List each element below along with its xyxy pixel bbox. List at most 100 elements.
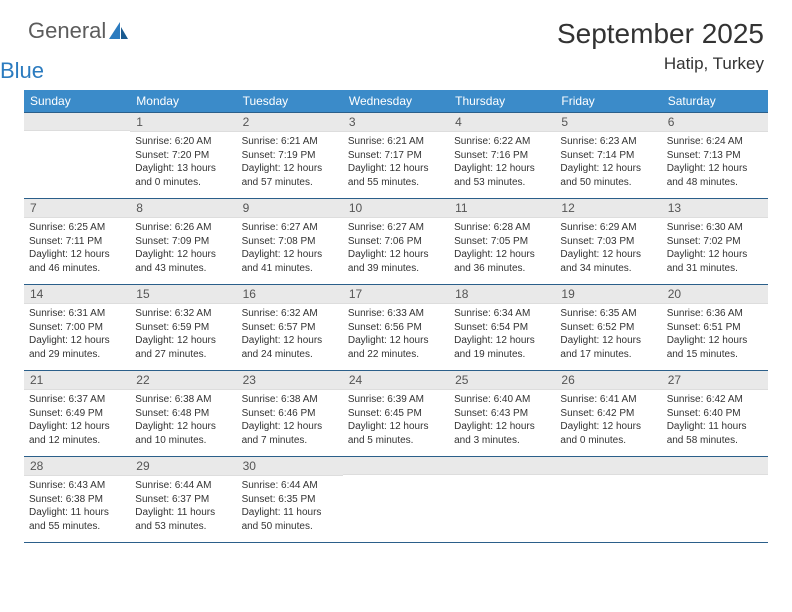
daylight-line: Daylight: 12 hours and 29 minutes. — [29, 334, 125, 361]
day-cell: 24Sunrise: 6:39 AMSunset: 6:45 PMDayligh… — [343, 371, 449, 457]
sunrise-line: Sunrise: 6:22 AM — [454, 135, 550, 149]
day-body: Sunrise: 6:20 AMSunset: 7:20 PMDaylight:… — [130, 132, 236, 193]
day-number: 29 — [130, 457, 236, 476]
daylight-line: Daylight: 12 hours and 55 minutes. — [348, 162, 444, 189]
sunrise-line: Sunrise: 6:32 AM — [242, 307, 338, 321]
day-number: 24 — [343, 371, 449, 390]
day-body: Sunrise: 6:32 AMSunset: 6:57 PMDaylight:… — [237, 304, 343, 365]
day-cell: 9Sunrise: 6:27 AMSunset: 7:08 PMDaylight… — [237, 199, 343, 285]
empty-daynum — [662, 457, 768, 475]
sunset-line: Sunset: 6:35 PM — [242, 493, 338, 507]
day-cell: 29Sunrise: 6:44 AMSunset: 6:37 PMDayligh… — [130, 457, 236, 543]
sunset-line: Sunset: 6:51 PM — [667, 321, 763, 335]
sunset-line: Sunset: 7:08 PM — [242, 235, 338, 249]
daylight-line: Daylight: 12 hours and 0 minutes. — [560, 420, 656, 447]
brand-word2: Blue — [0, 58, 44, 83]
sunset-line: Sunset: 7:02 PM — [667, 235, 763, 249]
day-cell: 7Sunrise: 6:25 AMSunset: 7:11 PMDaylight… — [24, 199, 130, 285]
day-body: Sunrise: 6:38 AMSunset: 6:46 PMDaylight:… — [237, 390, 343, 451]
daylight-line: Daylight: 12 hours and 27 minutes. — [135, 334, 231, 361]
day-body: Sunrise: 6:41 AMSunset: 6:42 PMDaylight:… — [555, 390, 661, 451]
sunset-line: Sunset: 6:45 PM — [348, 407, 444, 421]
day-number: 23 — [237, 371, 343, 390]
day-cell: 21Sunrise: 6:37 AMSunset: 6:49 PMDayligh… — [24, 371, 130, 457]
day-number: 30 — [237, 457, 343, 476]
day-number: 18 — [449, 285, 555, 304]
daylight-line: Daylight: 11 hours and 58 minutes. — [667, 420, 763, 447]
week-row: 14Sunrise: 6:31 AMSunset: 7:00 PMDayligh… — [24, 285, 768, 371]
empty-daynum — [343, 457, 449, 475]
dow-cell: Monday — [130, 90, 236, 113]
day-number: 28 — [24, 457, 130, 476]
day-number: 21 — [24, 371, 130, 390]
sunset-line: Sunset: 7:13 PM — [667, 149, 763, 163]
day-cell — [662, 457, 768, 543]
day-body: Sunrise: 6:43 AMSunset: 6:38 PMDaylight:… — [24, 476, 130, 537]
brand-word1: General — [28, 18, 106, 44]
sunrise-line: Sunrise: 6:38 AM — [135, 393, 231, 407]
day-body: Sunrise: 6:34 AMSunset: 6:54 PMDaylight:… — [449, 304, 555, 365]
empty-daynum — [24, 113, 130, 131]
sunset-line: Sunset: 6:46 PM — [242, 407, 338, 421]
day-number: 25 — [449, 371, 555, 390]
day-body: Sunrise: 6:37 AMSunset: 6:49 PMDaylight:… — [24, 390, 130, 451]
day-body: Sunrise: 6:39 AMSunset: 6:45 PMDaylight:… — [343, 390, 449, 451]
daylight-line: Daylight: 12 hours and 36 minutes. — [454, 248, 550, 275]
sunset-line: Sunset: 7:14 PM — [560, 149, 656, 163]
sunset-line: Sunset: 6:52 PM — [560, 321, 656, 335]
dow-cell: Sunday — [24, 90, 130, 113]
day-number: 4 — [449, 113, 555, 132]
daylight-line: Daylight: 12 hours and 10 minutes. — [135, 420, 231, 447]
day-cell: 25Sunrise: 6:40 AMSunset: 6:43 PMDayligh… — [449, 371, 555, 457]
day-cell — [24, 113, 130, 199]
day-cell: 19Sunrise: 6:35 AMSunset: 6:52 PMDayligh… — [555, 285, 661, 371]
sunset-line: Sunset: 7:03 PM — [560, 235, 656, 249]
sunrise-line: Sunrise: 6:38 AM — [242, 393, 338, 407]
day-number: 2 — [237, 113, 343, 132]
sunset-line: Sunset: 6:54 PM — [454, 321, 550, 335]
dow-cell: Thursday — [449, 90, 555, 113]
daylight-line: Daylight: 12 hours and 48 minutes. — [667, 162, 763, 189]
day-number: 26 — [555, 371, 661, 390]
week-row: 28Sunrise: 6:43 AMSunset: 6:38 PMDayligh… — [24, 457, 768, 543]
day-body: Sunrise: 6:36 AMSunset: 6:51 PMDaylight:… — [662, 304, 768, 365]
sunrise-line: Sunrise: 6:34 AM — [454, 307, 550, 321]
sunset-line: Sunset: 7:19 PM — [242, 149, 338, 163]
sunset-line: Sunset: 7:05 PM — [454, 235, 550, 249]
dow-row: SundayMondayTuesdayWednesdayThursdayFrid… — [24, 90, 768, 113]
sunrise-line: Sunrise: 6:44 AM — [242, 479, 338, 493]
sunset-line: Sunset: 7:09 PM — [135, 235, 231, 249]
day-body: Sunrise: 6:44 AMSunset: 6:35 PMDaylight:… — [237, 476, 343, 537]
sunrise-line: Sunrise: 6:26 AM — [135, 221, 231, 235]
empty-daynum — [449, 457, 555, 475]
sunset-line: Sunset: 7:11 PM — [29, 235, 125, 249]
daylight-line: Daylight: 12 hours and 34 minutes. — [560, 248, 656, 275]
daylight-line: Daylight: 12 hours and 41 minutes. — [242, 248, 338, 275]
day-cell: 28Sunrise: 6:43 AMSunset: 6:38 PMDayligh… — [24, 457, 130, 543]
day-number: 11 — [449, 199, 555, 218]
week-row: 21Sunrise: 6:37 AMSunset: 6:49 PMDayligh… — [24, 371, 768, 457]
day-cell: 15Sunrise: 6:32 AMSunset: 6:59 PMDayligh… — [130, 285, 236, 371]
day-body: Sunrise: 6:29 AMSunset: 7:03 PMDaylight:… — [555, 218, 661, 279]
day-body: Sunrise: 6:40 AMSunset: 6:43 PMDaylight:… — [449, 390, 555, 451]
sunrise-line: Sunrise: 6:43 AM — [29, 479, 125, 493]
sunrise-line: Sunrise: 6:44 AM — [135, 479, 231, 493]
daylight-line: Daylight: 12 hours and 50 minutes. — [560, 162, 656, 189]
day-cell: 6Sunrise: 6:24 AMSunset: 7:13 PMDaylight… — [662, 113, 768, 199]
sunset-line: Sunset: 6:38 PM — [29, 493, 125, 507]
sunrise-line: Sunrise: 6:25 AM — [29, 221, 125, 235]
day-number: 6 — [662, 113, 768, 132]
day-body: Sunrise: 6:25 AMSunset: 7:11 PMDaylight:… — [24, 218, 130, 279]
day-number: 17 — [343, 285, 449, 304]
day-body: Sunrise: 6:26 AMSunset: 7:09 PMDaylight:… — [130, 218, 236, 279]
sunset-line: Sunset: 6:57 PM — [242, 321, 338, 335]
daylight-line: Daylight: 12 hours and 22 minutes. — [348, 334, 444, 361]
sunrise-line: Sunrise: 6:27 AM — [242, 221, 338, 235]
week-row: 7Sunrise: 6:25 AMSunset: 7:11 PMDaylight… — [24, 199, 768, 285]
day-body: Sunrise: 6:42 AMSunset: 6:40 PMDaylight:… — [662, 390, 768, 451]
day-cell: 17Sunrise: 6:33 AMSunset: 6:56 PMDayligh… — [343, 285, 449, 371]
sunset-line: Sunset: 7:16 PM — [454, 149, 550, 163]
daylight-line: Daylight: 12 hours and 57 minutes. — [242, 162, 338, 189]
sunset-line: Sunset: 7:17 PM — [348, 149, 444, 163]
daylight-line: Daylight: 12 hours and 15 minutes. — [667, 334, 763, 361]
